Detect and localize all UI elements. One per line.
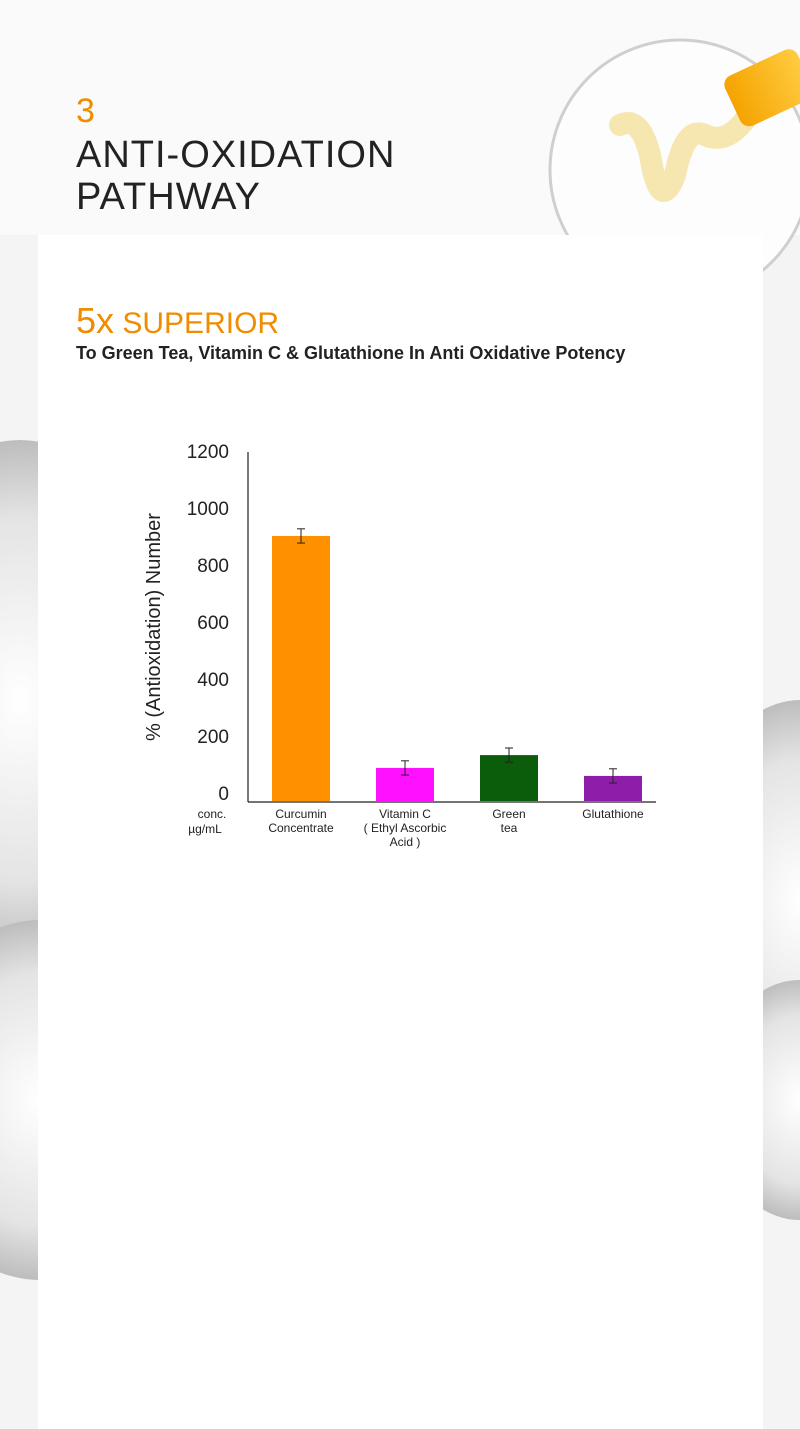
y-tick-label: 0 (218, 784, 229, 805)
y-tick-label: 600 (197, 613, 229, 634)
y-tick-label: 800 (197, 556, 229, 577)
subtitle: To Green Tea, Vitamin C & Glutathione In… (76, 343, 626, 363)
error-bar (609, 768, 617, 784)
x-tick-label: Curcumin (275, 807, 326, 821)
y-tick-label: 400 (197, 670, 229, 691)
title-line: PATHWAY (76, 176, 262, 218)
x-tick-label: ( Ethyl Ascorbic (364, 821, 447, 835)
y-axis-title: % (Antioxidation) Number (143, 513, 165, 741)
x-tick-label: Green (492, 807, 525, 821)
bar (272, 535, 330, 801)
section-title: ANTI-OXIDATION PATHWAY (76, 134, 395, 218)
highlight-number: 5x (76, 300, 115, 341)
highlight-text: SUPERIOR (122, 307, 280, 340)
x-tick-label: Acid ) (390, 835, 421, 849)
x-axis-label: conc. (198, 807, 227, 821)
x-tick-label: Concentrate (268, 821, 334, 835)
error-bar (505, 747, 513, 763)
section-number: 3 (76, 92, 95, 130)
y-tick-label: 1200 (187, 442, 229, 463)
error-bar (297, 528, 305, 544)
x-axis-label: µg/mL (188, 822, 222, 836)
bar (480, 755, 538, 801)
y-tick-label: 200 (197, 727, 229, 748)
x-tick-label: Vitamin C (379, 807, 431, 821)
title-line: ANTI-OXIDATION (76, 134, 396, 176)
error-bar (401, 760, 409, 776)
y-tick-label: 1000 (187, 499, 229, 520)
x-tick-label: tea (501, 821, 518, 835)
highlight: 5x SUPERIOR (76, 300, 279, 342)
x-tick-label: Glutathione (582, 807, 644, 821)
